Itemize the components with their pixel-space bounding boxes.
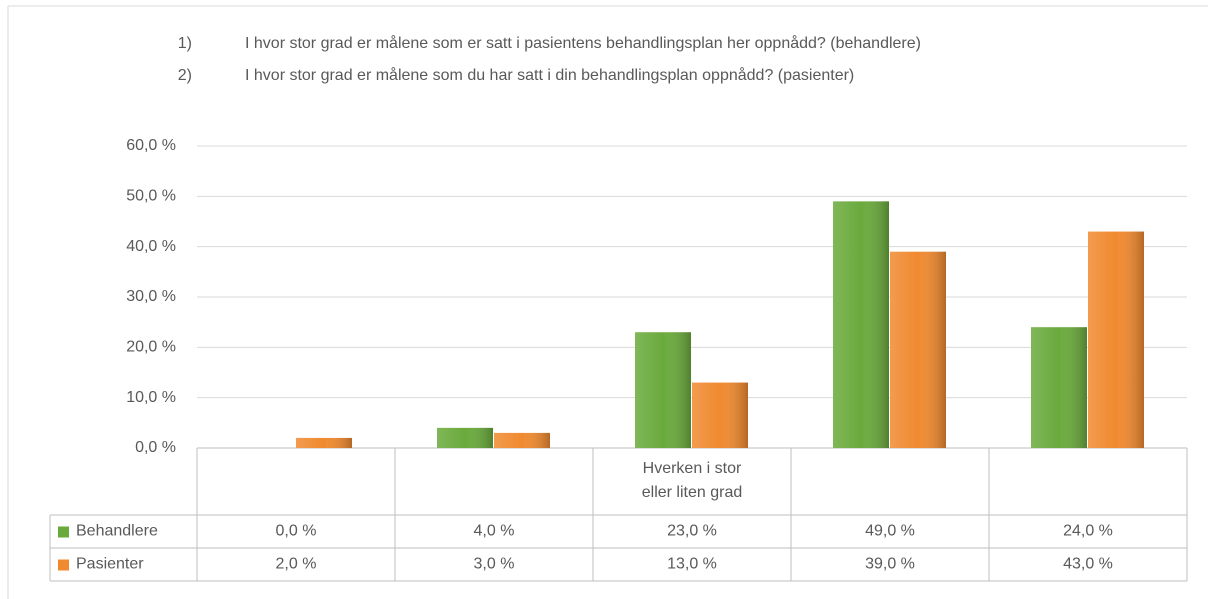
y-tick-label: 30,0 % <box>126 288 176 305</box>
bar-group <box>437 427 493 448</box>
y-tick-label: 20,0 % <box>126 339 176 356</box>
table-value: 49,0 % <box>865 523 915 540</box>
bar-group <box>1031 327 1087 448</box>
bar-group <box>1088 231 1144 448</box>
category-label: Hverken i stor eller liten grad <box>642 460 743 501</box>
bar-group <box>635 332 691 448</box>
table-value: 13,0 % <box>667 556 717 573</box>
title-line: 1) I hvor stor grad er målene som er satt… <box>0 32 1065 56</box>
bar-shade <box>437 427 493 448</box>
y-tick-label: 10,0 % <box>126 389 176 406</box>
bar-group <box>494 432 550 448</box>
title-line: 2) I hvor stor grad er målene som du har … <box>0 64 1065 88</box>
y-tick-label: 40,0 % <box>126 238 176 255</box>
y-tick-label: 0,0 % <box>135 439 176 456</box>
table-value: 24,0 % <box>1063 523 1113 540</box>
table-value: 43,0 % <box>1063 556 1113 573</box>
bar-group <box>296 437 352 448</box>
title-number: 1) <box>177 35 192 52</box>
table-value: 4,0 % <box>474 523 515 540</box>
bar-shade <box>1088 231 1144 448</box>
table-value: 23,0 % <box>667 523 717 540</box>
bar-group <box>692 382 748 448</box>
table-value: 39,0 % <box>865 556 915 573</box>
title-text: I hvor stor grad er målene som er satt i… <box>245 35 921 52</box>
y-tick-label: 50,0 % <box>126 188 176 205</box>
category-label-line: Hverken i stor <box>643 460 742 477</box>
chart-title: 1) I hvor stor grad er målene som er satt… <box>0 32 1065 96</box>
title-number: 2) <box>177 67 192 84</box>
bar-shade <box>635 332 691 448</box>
legend-key <box>58 559 69 571</box>
table-value: 3,0 % <box>474 556 515 573</box>
bar-shade <box>833 201 889 448</box>
bar-shade <box>1031 327 1087 448</box>
bar-shade <box>692 382 748 448</box>
category-label-line: eller liten grad <box>642 484 743 501</box>
bar-shade <box>890 251 946 448</box>
table-value: 0,0 % <box>276 523 317 540</box>
legend-key <box>58 526 69 538</box>
bar-group <box>890 251 946 448</box>
bar-group <box>833 201 889 448</box>
bar-shade <box>296 437 352 448</box>
table-value: 2,0 % <box>276 556 317 573</box>
bar-shade <box>494 432 550 448</box>
title-text: I hvor stor grad er målene som du har sa… <box>245 67 855 84</box>
legend-label: Behandlere <box>76 523 158 540</box>
legend-label: Pasienter <box>76 556 144 573</box>
y-tick-label: 60,0 % <box>126 137 176 154</box>
